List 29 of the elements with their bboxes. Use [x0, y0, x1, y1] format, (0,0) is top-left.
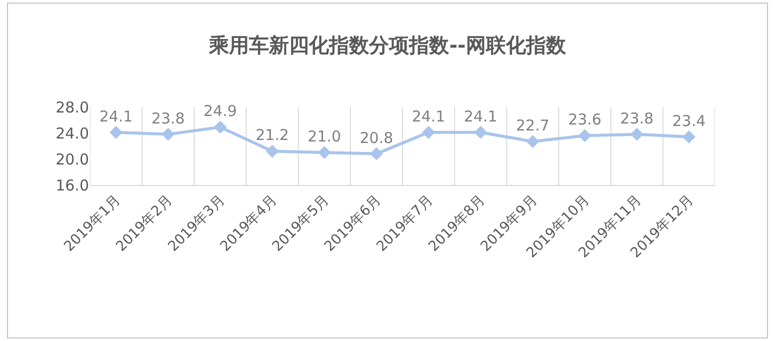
y-tick-label: 16.0	[56, 176, 89, 194]
data-label: 21.2	[256, 126, 289, 144]
point	[422, 126, 436, 139]
y-tick-label: 28.0	[56, 98, 89, 116]
data-label: 22.7	[516, 116, 550, 134]
data-label: 21.0	[308, 128, 342, 146]
point	[214, 120, 227, 134]
data-label: 24.1	[412, 107, 446, 126]
data-label: 24.9	[204, 102, 237, 120]
point	[110, 126, 123, 139]
y-tick-label: 24.0	[56, 124, 89, 142]
data-label: 23.6	[568, 110, 602, 129]
data-label: 23.8	[620, 109, 654, 128]
data-label: 20.8	[360, 128, 394, 147]
point	[162, 128, 175, 141]
data-label: 24.1	[99, 107, 133, 126]
point	[266, 144, 279, 158]
point	[630, 128, 644, 141]
chart-title: 乘用车新四化指数分项指数--网联化指数	[208, 33, 567, 57]
point	[474, 126, 488, 139]
data-label: 23.8	[151, 109, 185, 128]
data-label: 24.1	[464, 107, 498, 126]
point	[370, 147, 383, 160]
data-label: 23.4	[672, 112, 706, 130]
y-tick-label: 20.0	[56, 150, 89, 168]
point	[318, 146, 331, 159]
point	[682, 130, 696, 144]
point	[578, 129, 592, 142]
point	[526, 134, 540, 148]
